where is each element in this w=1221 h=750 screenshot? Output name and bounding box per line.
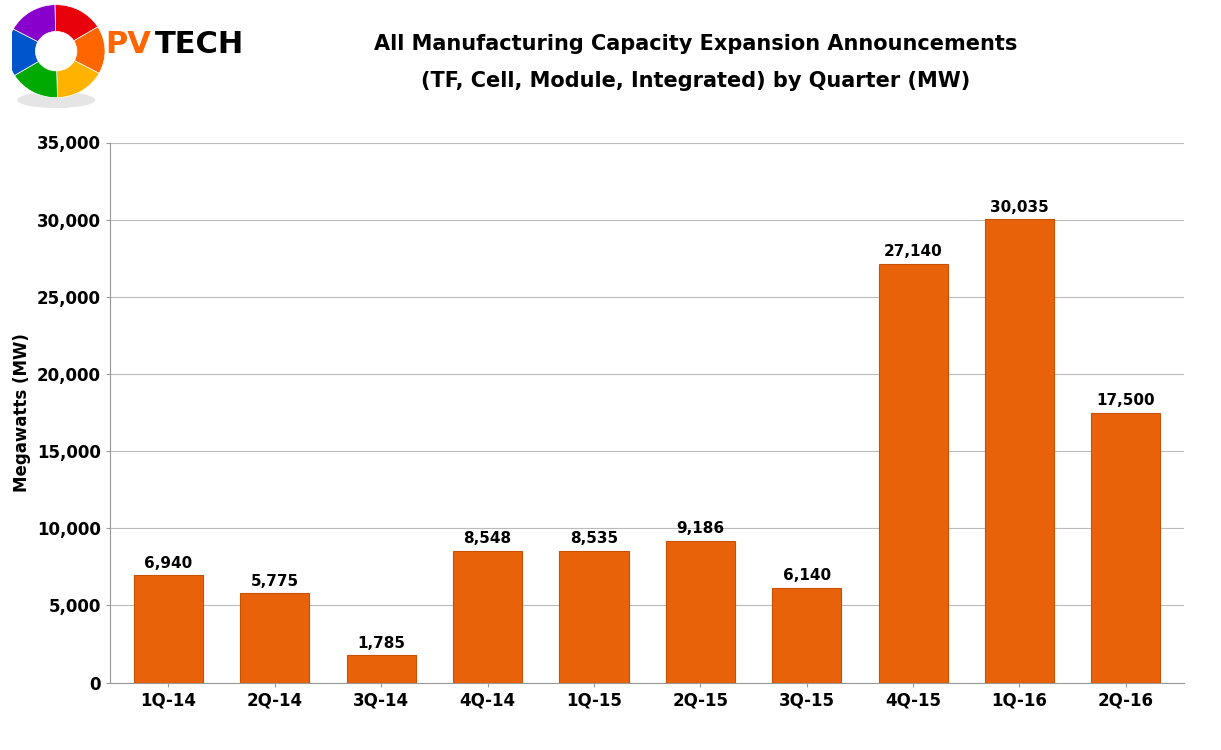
Text: 8,548: 8,548 (464, 531, 512, 546)
Bar (985, 219, 1054, 682)
Text: 27,140: 27,140 (884, 244, 943, 260)
Text: 30,035: 30,035 (990, 200, 1049, 214)
Text: 8,535: 8,535 (570, 532, 618, 547)
Text: 6,140: 6,140 (783, 568, 830, 584)
Text: (TF, Cell, Module, Integrated) by Quarter (MW): (TF, Cell, Module, Integrated) by Quarte… (421, 71, 971, 92)
Text: 9,186: 9,186 (676, 521, 724, 536)
Wedge shape (15, 62, 57, 98)
FancyBboxPatch shape (0, 0, 1221, 116)
Text: 17,500: 17,500 (1096, 393, 1155, 408)
Bar (453, 550, 523, 682)
Wedge shape (56, 61, 99, 98)
Wedge shape (13, 4, 56, 42)
Text: PV: PV (105, 30, 151, 58)
Bar (134, 575, 203, 682)
Wedge shape (7, 29, 39, 76)
Bar (772, 588, 841, 682)
Text: 1,785: 1,785 (358, 636, 405, 651)
Text: TECH: TECH (155, 30, 244, 58)
Y-axis label: Megawatts (MW): Megawatts (MW) (13, 333, 32, 492)
Text: 6,940: 6,940 (144, 556, 193, 571)
Wedge shape (73, 27, 105, 74)
Bar (347, 655, 415, 682)
Text: 5,775: 5,775 (250, 574, 299, 589)
Bar (241, 593, 309, 682)
Ellipse shape (17, 92, 95, 108)
Text: All Manufacturing Capacity Expansion Announcements: All Manufacturing Capacity Expansion Ann… (375, 34, 1017, 54)
Bar (665, 541, 735, 682)
Bar (879, 264, 947, 682)
Wedge shape (55, 4, 98, 40)
Bar (1092, 413, 1160, 682)
Bar (559, 550, 629, 682)
